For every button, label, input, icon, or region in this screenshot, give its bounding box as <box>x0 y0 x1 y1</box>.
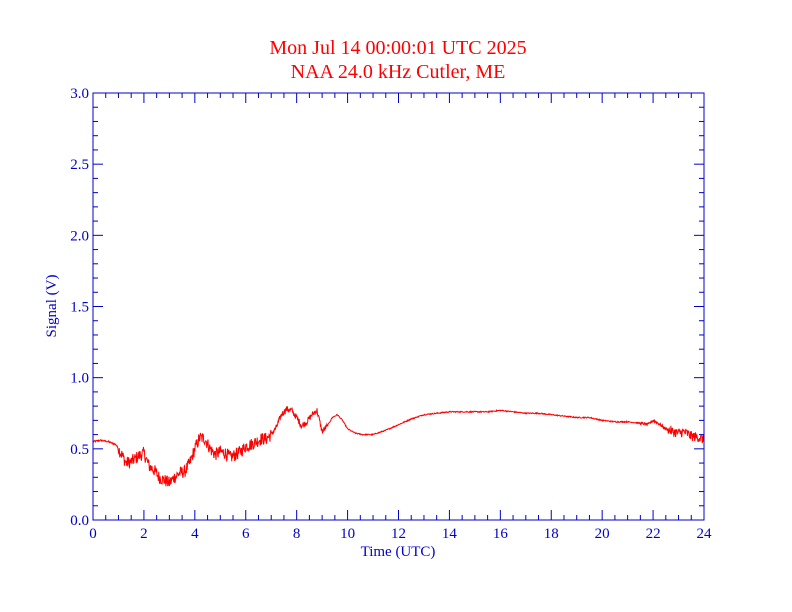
x-axis: 0 2 4 6 8 10 12 14 16 18 20 22 24 <box>89 93 712 542</box>
chart-subtitle: NAA 24.0 kHz Cutler, ME <box>291 61 506 83</box>
x-tick-label: 12 <box>391 526 406 542</box>
x-axis-label: Time (UTC) <box>361 544 436 560</box>
x-tick-label: 8 <box>293 526 301 542</box>
x-tick-label: 10 <box>340 526 355 542</box>
x-tick-label: 2 <box>140 526 148 542</box>
plot-frame <box>92 92 705 521</box>
y-tick-label: 2.5 <box>70 157 89 173</box>
y-tick-label: 1.0 <box>70 371 89 387</box>
y-axis-label: Signal (V) <box>44 275 60 338</box>
x-tick-label: 4 <box>191 526 199 542</box>
x-tick-label: 18 <box>544 526 559 542</box>
x-tick-label: 24 <box>697 526 713 542</box>
x-tick-label: 14 <box>442 526 458 542</box>
series-layer <box>92 406 705 487</box>
x-tick-label: 22 <box>646 526 661 542</box>
y-tick-label: 1.5 <box>70 300 89 316</box>
x-tick-label: 0 <box>89 526 97 542</box>
y-tick-label: 0.0 <box>70 513 89 529</box>
y-tick-label: 0.5 <box>70 442 89 458</box>
x-tick-label: 16 <box>493 526 509 542</box>
x-tick-label: 20 <box>595 526 610 542</box>
chart-title: Mon Jul 14 00:00:01 UTC 2025 <box>269 37 526 59</box>
y-tick-label: 3.0 <box>70 86 89 102</box>
y-tick-label: 2.0 <box>70 228 89 244</box>
x-tick-label: 6 <box>242 526 250 542</box>
y-axis: 0.0 0.5 1.0 1.5 2.0 2.5 3.0 <box>70 86 704 529</box>
series-line <box>92 406 705 487</box>
